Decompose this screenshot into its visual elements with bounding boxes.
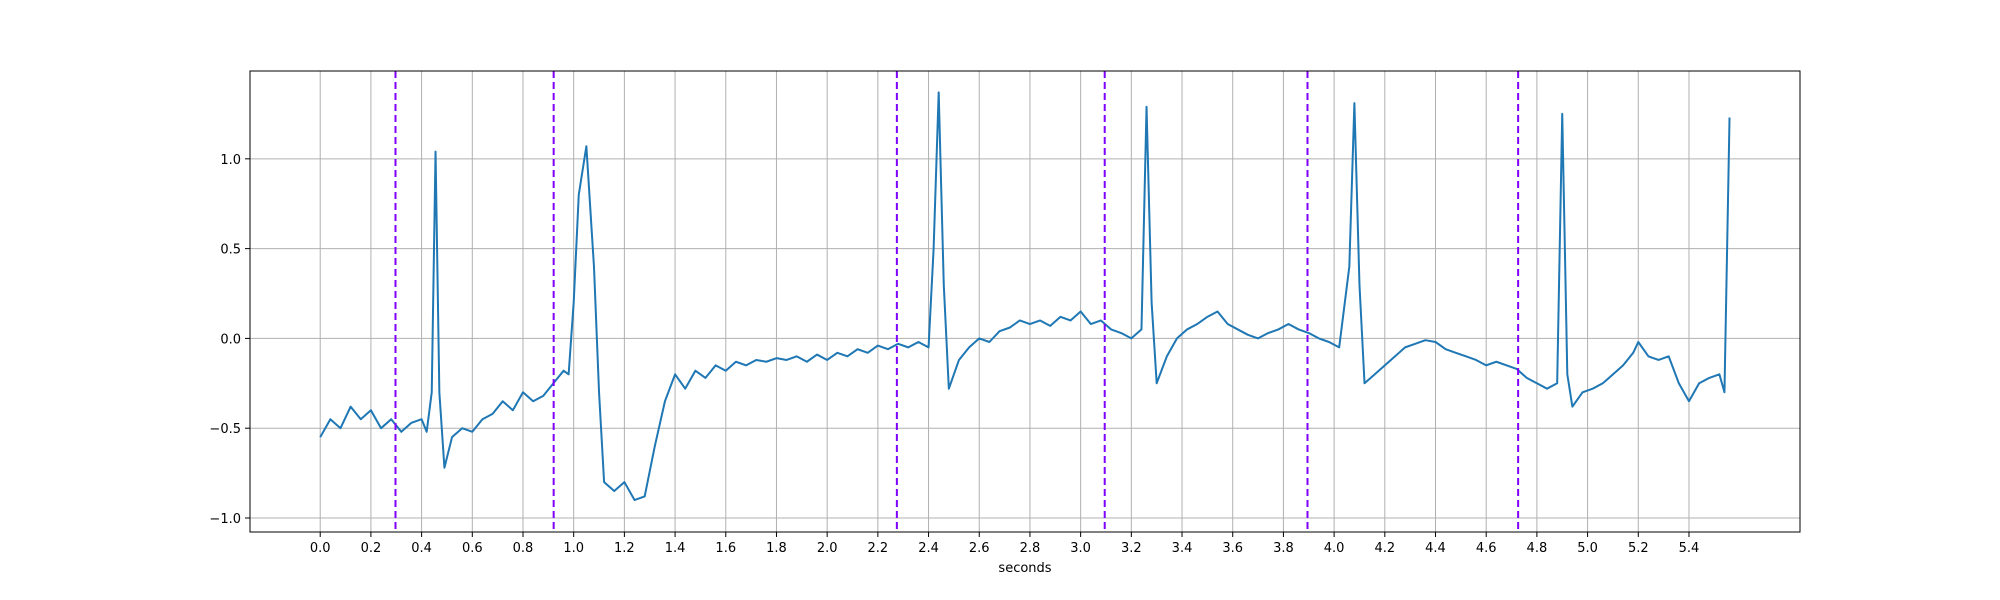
x-tick-label: 2.4: [918, 541, 939, 556]
x-tick-label: 3.2: [1121, 541, 1142, 556]
x-tick-label: 0.6: [462, 541, 483, 556]
x-tick-label: 1.2: [614, 541, 635, 556]
x-tick-label: 3.6: [1222, 541, 1243, 556]
x-tick-label: 4.8: [1527, 541, 1548, 556]
y-tick-label: 1.0: [220, 153, 241, 168]
y-tick-label: −0.5: [209, 422, 241, 437]
y-tick-label: 0.0: [220, 332, 241, 347]
x-tick-label: 2.6: [969, 541, 990, 556]
x-tick-label: 1.0: [563, 541, 584, 556]
y-tick-label: −1.0: [209, 512, 241, 527]
x-tick-label: 1.8: [766, 541, 787, 556]
x-tick-label: 4.0: [1324, 541, 1345, 556]
x-tick-label: 2.2: [868, 541, 889, 556]
signal-line: [319, 91, 1731, 502]
x-tick-label: 0.8: [513, 541, 534, 556]
x-tick-label: 3.4: [1172, 541, 1193, 556]
x-tick-label: 0.0: [310, 541, 331, 556]
x-tick-label: 3.8: [1273, 541, 1294, 556]
x-tick-label: 5.2: [1628, 541, 1649, 556]
x-tick-label: 4.2: [1374, 541, 1395, 556]
x-tick-label: 2.0: [817, 541, 838, 556]
x-tick-label: 4.4: [1425, 541, 1446, 556]
y-tick-label: 0.5: [220, 243, 241, 258]
x-axis-label: seconds: [998, 561, 1051, 576]
x-tick-label: 4.6: [1476, 541, 1497, 556]
x-tick-label: 2.8: [1020, 541, 1041, 556]
x-tick-label: 0.4: [411, 541, 432, 556]
x-tick-label: 5.4: [1679, 541, 1700, 556]
x-tick-label: 3.0: [1070, 541, 1091, 556]
x-tick-label: 1.6: [715, 541, 736, 556]
x-tick-label: 5.0: [1577, 541, 1598, 556]
x-tick-label: 1.4: [665, 541, 686, 556]
plot-frame: [249, 70, 1801, 533]
x-tick-label: 0.2: [361, 541, 382, 556]
